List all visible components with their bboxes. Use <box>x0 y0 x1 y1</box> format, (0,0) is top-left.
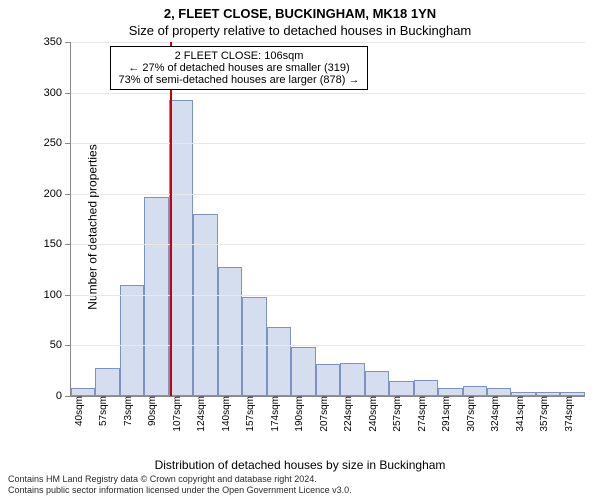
x-tick-label: 307sqm <box>463 396 477 432</box>
plot-region: 2 FLEET CLOSE: 106sqm ← 27% of detached … <box>70 42 585 397</box>
x-tick-label: 324sqm <box>487 396 501 432</box>
x-tick-label: 374sqm <box>561 396 575 432</box>
bar <box>463 386 487 396</box>
x-tick-label: 107sqm <box>169 396 183 432</box>
chart-title-sub: Size of property relative to detached ho… <box>0 21 600 42</box>
x-tick-label: 207sqm <box>316 396 330 432</box>
footer-line1: Contains HM Land Registry data © Crown c… <box>8 474 592 485</box>
chart-title-main: 2, FLEET CLOSE, BUCKINGHAM, MK18 1YN <box>0 0 600 21</box>
y-tick-label: 350 <box>44 36 71 48</box>
y-tick-label: 300 <box>44 87 71 99</box>
grid-line <box>71 194 585 195</box>
x-tick-label: 257sqm <box>389 396 403 432</box>
bar <box>316 364 340 396</box>
y-tick-label: 200 <box>44 188 71 200</box>
bar <box>193 214 217 396</box>
x-tick-label: 157sqm <box>242 396 256 432</box>
x-tick-label: 291sqm <box>438 396 452 432</box>
bar <box>414 380 438 396</box>
x-axis-label: Distribution of detached houses by size … <box>0 458 600 472</box>
bar <box>487 388 511 396</box>
x-tick-label: 240sqm <box>365 396 379 432</box>
x-tick-label: 140sqm <box>218 396 232 432</box>
info-box-line3: 73% of semi-detached houses are larger (… <box>119 74 360 86</box>
x-tick-label: 73sqm <box>120 396 134 426</box>
bar <box>218 267 242 396</box>
grid-line <box>71 244 585 245</box>
bar <box>144 197 168 396</box>
x-tick-label: 341sqm <box>512 396 526 432</box>
grid-line <box>71 93 585 94</box>
chart-area: Number of detached properties 2 FLEET CL… <box>55 42 585 412</box>
info-box-line2: ← 27% of detached houses are smaller (31… <box>119 62 360 74</box>
x-tick-label: 274sqm <box>414 396 428 432</box>
y-tick-label: 100 <box>44 289 71 301</box>
bar <box>291 347 315 396</box>
grid-line <box>71 42 585 43</box>
grid-line <box>71 345 585 346</box>
grid-line <box>71 295 585 296</box>
x-tick-label: 190sqm <box>291 396 305 432</box>
bar <box>95 368 119 396</box>
x-tick-label: 174sqm <box>267 396 281 432</box>
x-tick-label: 90sqm <box>144 396 158 426</box>
bar <box>438 388 462 396</box>
y-tick-label: 150 <box>44 238 71 250</box>
bar <box>242 297 266 396</box>
x-tick-label: 357sqm <box>536 396 550 432</box>
footer-line2: Contains public sector information licen… <box>8 485 592 496</box>
x-tick-label: 57sqm <box>95 396 109 426</box>
x-tick-label: 40sqm <box>71 396 85 426</box>
bar <box>71 388 95 396</box>
y-tick-label: 250 <box>44 137 71 149</box>
info-box: 2 FLEET CLOSE: 106sqm ← 27% of detached … <box>110 46 369 90</box>
bar <box>389 381 413 396</box>
bars-container <box>71 42 585 396</box>
grid-line <box>71 143 585 144</box>
bar <box>365 371 389 396</box>
x-tick-label: 124sqm <box>193 396 207 432</box>
y-tick-label: 0 <box>56 390 71 402</box>
footer: Contains HM Land Registry data © Crown c… <box>8 474 592 496</box>
bar <box>267 327 291 396</box>
bar <box>120 285 144 396</box>
info-box-line1: 2 FLEET CLOSE: 106sqm <box>119 50 360 62</box>
reference-marker-line <box>170 42 172 396</box>
y-tick-label: 50 <box>50 339 71 351</box>
bar <box>340 363 364 396</box>
x-tick-label: 224sqm <box>340 396 354 432</box>
